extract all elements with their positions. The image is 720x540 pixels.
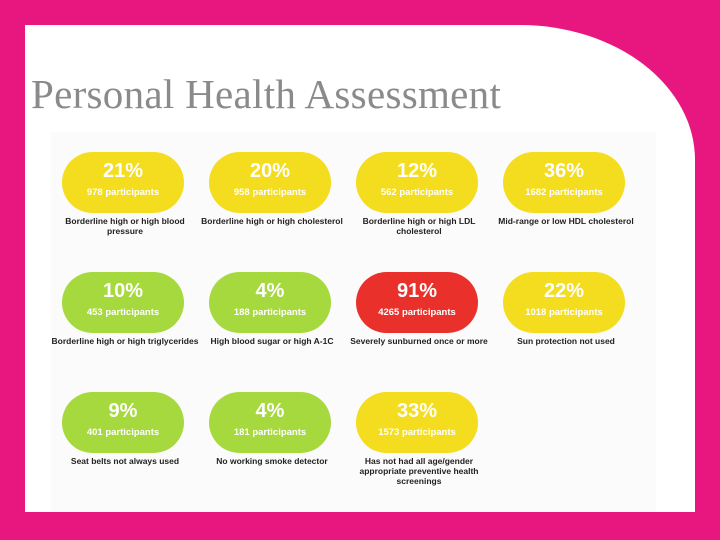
stat-participants: 181 participants bbox=[233, 427, 307, 438]
stat-percent: 36% bbox=[543, 160, 585, 182]
stat-participants: 453 participants bbox=[86, 307, 160, 318]
stat-participants: 4265 participants bbox=[378, 307, 456, 318]
stat-label: High blood sugar or high A-1C bbox=[210, 336, 334, 346]
stat-percent: 33% bbox=[396, 400, 438, 422]
stat-badge: 4% 188 participants bbox=[209, 272, 331, 333]
stat-label: Sun protection not used bbox=[517, 336, 615, 346]
stat-percent: 4% bbox=[255, 280, 285, 302]
stat-badge: 33% 1573 participants bbox=[356, 392, 478, 453]
stat-badge: 9% 401 participants bbox=[62, 392, 184, 453]
stat-badge: 4% 181 participants bbox=[209, 392, 331, 453]
stat-badge: 22% 1018 participants bbox=[503, 272, 625, 333]
stat-badge: 36% 1682 participants bbox=[503, 152, 625, 213]
stat-participants: 978 participants bbox=[86, 187, 160, 198]
stat-percent: 20% bbox=[249, 160, 291, 182]
stat-badge: 21% 978 participants bbox=[62, 152, 184, 213]
stat-percent: 91% bbox=[396, 280, 438, 302]
stat-percent: 10% bbox=[102, 280, 144, 302]
stat-percent: 21% bbox=[102, 160, 144, 182]
stat-label: Seat belts not always used bbox=[70, 456, 180, 466]
stats-panel: 21% 978 participants Borderline high or … bbox=[51, 132, 656, 512]
stat-participants: 1682 participants bbox=[525, 187, 603, 198]
stat-percent: 22% bbox=[543, 280, 585, 302]
stat-percent: 9% bbox=[108, 400, 138, 422]
stat-participants: 562 participants bbox=[380, 187, 454, 198]
stat-percent: 4% bbox=[255, 400, 285, 422]
stat-participants: 1018 participants bbox=[525, 307, 603, 318]
stat-participants: 958 participants bbox=[233, 187, 307, 198]
stat-label: Borderline high or high blood pressure bbox=[65, 216, 185, 236]
stat-label: Has not had all age/gender appropriate p… bbox=[359, 456, 479, 486]
stat-badge: 20% 958 participants bbox=[209, 152, 331, 213]
stat-label: Borderline high or high LDL cholesterol bbox=[362, 216, 476, 236]
stat-participants: 188 participants bbox=[233, 307, 307, 318]
stat-label: No working smoke detector bbox=[216, 456, 328, 466]
page-title: Personal Health Assessment bbox=[31, 71, 502, 117]
stat-label: Severely sunburned once or more bbox=[350, 336, 488, 346]
stat-badge: 91% 4265 participants bbox=[356, 272, 478, 333]
stat-participants: 401 participants bbox=[86, 427, 160, 438]
stat-participants: 1573 participants bbox=[378, 427, 456, 438]
stat-badge: 10% 453 participants bbox=[62, 272, 184, 333]
stat-label: Borderline high or high triglycerides bbox=[51, 336, 199, 346]
stat-percent: 12% bbox=[396, 160, 438, 182]
slide: Personal Health Assessment 21% 978 parti… bbox=[25, 25, 695, 512]
stat-badge: 12% 562 participants bbox=[356, 152, 478, 213]
stat-label: Mid-range or low HDL cholesterol bbox=[498, 216, 634, 226]
stat-label: Borderline high or high cholesterol bbox=[201, 216, 343, 226]
